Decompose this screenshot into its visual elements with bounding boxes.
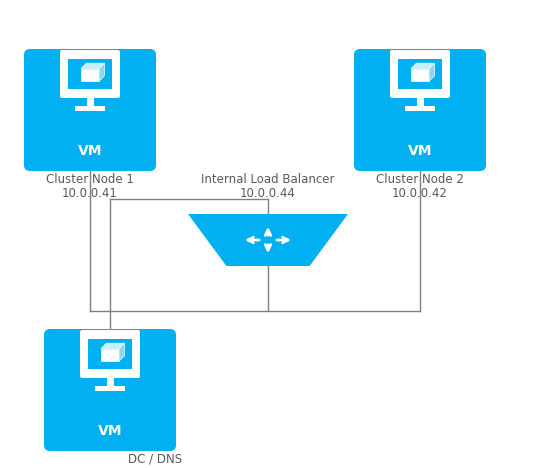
Polygon shape bbox=[411, 63, 434, 69]
Text: 10.0.0.42: 10.0.0.42 bbox=[392, 187, 448, 200]
Text: 10.0.0.41: 10.0.0.41 bbox=[62, 187, 118, 200]
Text: VM: VM bbox=[78, 144, 102, 158]
FancyBboxPatch shape bbox=[398, 59, 442, 89]
Polygon shape bbox=[119, 343, 124, 361]
Text: VM: VM bbox=[98, 424, 122, 438]
Polygon shape bbox=[429, 63, 434, 81]
Polygon shape bbox=[411, 69, 429, 81]
Polygon shape bbox=[188, 214, 348, 266]
FancyBboxPatch shape bbox=[390, 50, 450, 98]
Bar bbox=[75, 106, 105, 111]
Polygon shape bbox=[99, 63, 105, 81]
Bar bbox=[95, 386, 125, 391]
Polygon shape bbox=[81, 63, 105, 69]
Polygon shape bbox=[81, 69, 99, 81]
Bar bbox=[107, 376, 114, 386]
FancyBboxPatch shape bbox=[88, 339, 132, 369]
Text: 10.0.0.10: 10.0.0.10 bbox=[128, 467, 184, 468]
FancyBboxPatch shape bbox=[44, 329, 176, 451]
Bar bbox=[416, 96, 423, 106]
Text: DC / DNS: DC / DNS bbox=[128, 453, 182, 466]
Polygon shape bbox=[101, 349, 119, 361]
FancyBboxPatch shape bbox=[24, 49, 156, 171]
Bar bbox=[86, 96, 93, 106]
Text: VM: VM bbox=[408, 144, 432, 158]
Polygon shape bbox=[101, 343, 124, 349]
Text: 10.0.0.44: 10.0.0.44 bbox=[240, 187, 296, 200]
Text: Internal Load Balancer: Internal Load Balancer bbox=[201, 173, 335, 186]
Text: Cluster Node 1: Cluster Node 1 bbox=[46, 173, 134, 186]
FancyBboxPatch shape bbox=[60, 50, 120, 98]
Text: Cluster Node 2: Cluster Node 2 bbox=[376, 173, 464, 186]
FancyBboxPatch shape bbox=[68, 59, 112, 89]
FancyBboxPatch shape bbox=[354, 49, 486, 171]
FancyBboxPatch shape bbox=[80, 330, 140, 378]
Bar bbox=[405, 106, 435, 111]
